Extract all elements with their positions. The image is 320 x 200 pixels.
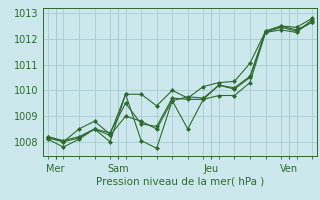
X-axis label: Pression niveau de la mer( hPa ): Pression niveau de la mer( hPa ) [96,176,264,186]
